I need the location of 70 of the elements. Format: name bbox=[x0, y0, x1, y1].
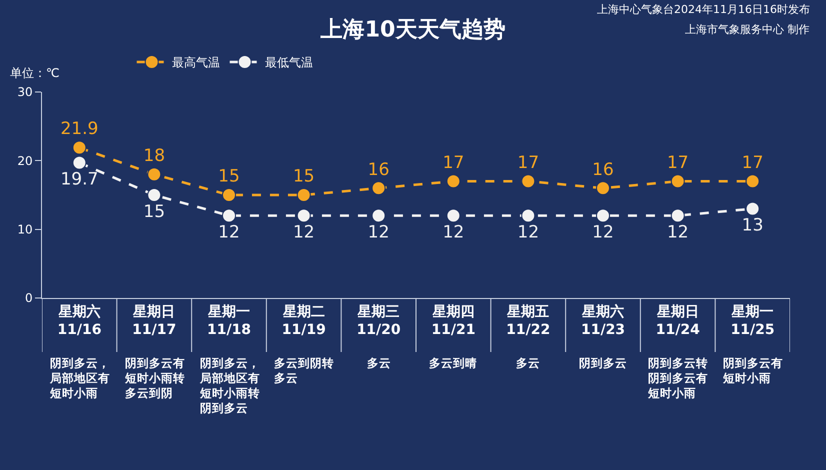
chart-title: 上海10天天气趋势 bbox=[320, 18, 506, 43]
x-tick-label: 星期一 11/25 bbox=[730, 304, 775, 338]
data-label: 12 bbox=[292, 222, 315, 242]
x-tick-label: 星期一 11/18 bbox=[206, 304, 252, 338]
data-label: 16 bbox=[368, 160, 390, 180]
text: 多云到阴转多云 bbox=[274, 356, 334, 385]
point bbox=[372, 208, 386, 223]
y-tick-label: 20 bbox=[17, 154, 33, 168]
text: 多云 bbox=[516, 356, 540, 370]
text: 多云 bbox=[367, 356, 391, 370]
y-tick-label: 10 bbox=[17, 222, 33, 237]
data-label: 12 bbox=[442, 222, 464, 242]
data-label: 16 bbox=[592, 160, 614, 180]
point bbox=[147, 188, 162, 202]
text: 上海中心气象台2024年11月16日16时发布 bbox=[597, 3, 810, 16]
x-tick-label: 星期二 11/19 bbox=[282, 304, 326, 338]
point bbox=[446, 174, 460, 188]
text: 阴到多云有短时小雨 bbox=[722, 356, 783, 385]
point bbox=[222, 188, 236, 202]
data-label: 12 bbox=[368, 222, 390, 242]
point bbox=[222, 208, 236, 223]
point bbox=[670, 208, 685, 223]
point bbox=[746, 174, 760, 188]
y-tick-label: 0 bbox=[24, 291, 33, 306]
point bbox=[596, 208, 610, 223]
point bbox=[521, 208, 536, 223]
data-label: 12 bbox=[592, 222, 614, 242]
data-label: 17 bbox=[517, 152, 540, 173]
data-label: 12 bbox=[517, 222, 540, 242]
data-label: 12 bbox=[218, 222, 240, 242]
data-label: 17 bbox=[442, 152, 464, 173]
text: 阴到多云 bbox=[579, 356, 627, 370]
point bbox=[746, 202, 760, 216]
data-label: 19.7 bbox=[60, 170, 98, 190]
point bbox=[72, 156, 86, 170]
data-label: 15 bbox=[292, 166, 315, 187]
data-label: 17 bbox=[742, 152, 764, 173]
x-tick-label: 星期日 11/17 bbox=[132, 304, 176, 338]
text: 阴到多云，局部地区有短时小雨 bbox=[49, 356, 110, 400]
data-label: 18 bbox=[143, 146, 166, 166]
point bbox=[521, 174, 536, 188]
text: 多云到晴 bbox=[429, 356, 477, 370]
x-tick-label: 星期五 11/22 bbox=[506, 304, 550, 338]
data-label: 15 bbox=[218, 166, 240, 187]
x-tick-label: 星期日 11/24 bbox=[656, 304, 700, 338]
data-label: 13 bbox=[742, 216, 764, 236]
data-label: 17 bbox=[666, 152, 689, 173]
y-tick-label: 30 bbox=[17, 85, 33, 100]
point bbox=[446, 208, 460, 223]
data-label: 12 bbox=[666, 222, 689, 242]
text: 上海市气象服务中心 制作 bbox=[685, 23, 810, 36]
y-axis-title: 单位：℃ bbox=[10, 66, 60, 80]
x-tick-label: 星期六 11/23 bbox=[580, 302, 626, 338]
text: 阴到多云有短时小雨转多云到阴 bbox=[124, 356, 185, 400]
point bbox=[147, 167, 162, 182]
point bbox=[296, 208, 311, 223]
text: 阴到多云，局部地区有短时小雨转阴到多云 bbox=[199, 356, 260, 415]
point bbox=[372, 181, 386, 196]
point bbox=[72, 140, 86, 155]
point bbox=[296, 188, 311, 202]
x-tick-label: 星期三 11/20 bbox=[356, 304, 401, 338]
legend-label: 最高气温 bbox=[172, 56, 220, 70]
x-tick-label: 星期四 11/21 bbox=[431, 304, 476, 338]
data-label: 21.9 bbox=[60, 119, 98, 140]
point bbox=[596, 181, 610, 196]
legend-label: 最低气温 bbox=[264, 56, 313, 70]
point bbox=[670, 174, 685, 188]
x-tick-label: 星期六 11/16 bbox=[57, 302, 102, 338]
data-label: 15 bbox=[143, 202, 166, 222]
text: 阴到多云转阴到多云有短时小雨 bbox=[647, 356, 708, 400]
